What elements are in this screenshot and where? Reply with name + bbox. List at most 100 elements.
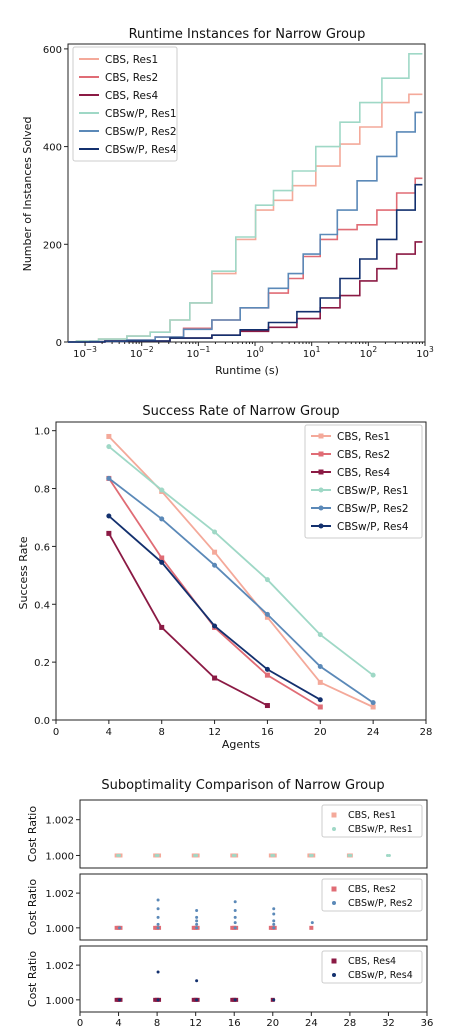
success-data-point bbox=[106, 444, 112, 450]
suboptimality-legend-frame bbox=[321, 950, 423, 984]
runtime-y-tick-label: 0 bbox=[56, 338, 62, 349]
success-x-tick-label: 0 bbox=[53, 727, 59, 738]
suboptimality-data-point bbox=[349, 853, 353, 857]
success-data-point bbox=[212, 675, 218, 681]
success-data-point bbox=[264, 666, 270, 672]
success-x-tick-label: 4 bbox=[106, 727, 112, 738]
success-data-point bbox=[212, 562, 218, 568]
success-legend-label: CBSw/P, Res1 bbox=[337, 485, 409, 497]
suboptimality-data-point bbox=[310, 853, 314, 857]
suboptimality-data-point bbox=[272, 919, 276, 923]
suboptimality-data-point bbox=[233, 926, 237, 930]
runtime-x-tick-label: 10−3 bbox=[73, 345, 97, 360]
runtime-legend-label: CBS, Res1 bbox=[105, 54, 158, 66]
runtime-plot-area bbox=[67, 43, 426, 343]
runtime-legend-label: CBS, Res4 bbox=[105, 90, 158, 102]
success-series-line-4 bbox=[108, 445, 374, 676]
suboptimality-axes-frame bbox=[79, 873, 428, 941]
runtime-x-tick-exponent: 0 bbox=[259, 345, 264, 354]
runtime-x-tick-exponent: −1 bbox=[199, 345, 210, 354]
success-x-tick-label: 12 bbox=[208, 727, 221, 738]
suboptimality-data-point bbox=[156, 853, 160, 857]
success-data-point bbox=[106, 433, 112, 439]
runtime-x-tick-base: 10 bbox=[303, 349, 316, 360]
success-data-point bbox=[106, 475, 112, 481]
success-legend-label: CBS, Res1 bbox=[337, 431, 390, 443]
success-x-tick-label: 8 bbox=[159, 727, 165, 738]
runtime-y-tick-label: 200 bbox=[43, 240, 62, 251]
success-data-point bbox=[370, 700, 376, 706]
success-data-point bbox=[159, 624, 165, 630]
success-data-point bbox=[370, 672, 376, 678]
suboptimality-data-point bbox=[156, 922, 160, 926]
suboptimality-legend-frame bbox=[321, 878, 423, 912]
suboptimality-data-point bbox=[272, 912, 276, 916]
success-chart-title: Success Rate of Narrow Group bbox=[142, 404, 339, 419]
success-data-point bbox=[370, 704, 376, 710]
runtime-series-line-4 bbox=[68, 53, 423, 343]
runtime-series-line-6 bbox=[68, 183, 423, 343]
runtime-legend-label: CBSw/P, Res2 bbox=[105, 126, 177, 138]
success-legend: CBS, Res1 CBS, Res2 CBS, Res4 CBSw/P, Res1 C… bbox=[304, 424, 423, 539]
suboptimality-panel-1: 1.000 1.002 Cost Ratio CBS, Res1 CBSw/P, Res… bbox=[26, 799, 428, 869]
suboptimality-data-point bbox=[233, 915, 237, 919]
runtime-x-tick-exponent: −3 bbox=[86, 345, 97, 354]
suboptimality-legend-marker bbox=[332, 973, 336, 977]
success-data-point bbox=[264, 614, 270, 620]
success-y-tick-label: 1.0 bbox=[34, 427, 50, 438]
suboptimality-data-point bbox=[195, 908, 199, 912]
success-data-point bbox=[317, 704, 323, 710]
success-x-tick-label: 28 bbox=[420, 727, 433, 738]
suboptimality-data-point bbox=[233, 853, 237, 857]
runtime-x-tick-label: 10−1 bbox=[186, 345, 210, 360]
suboptimality-data-point bbox=[156, 970, 160, 974]
suboptimality-x-tick-label: 20 bbox=[266, 1018, 279, 1026]
success-data-point bbox=[106, 513, 112, 519]
suboptimality-data-point bbox=[118, 853, 122, 857]
suboptimality-legend-label: CBSw/P, Res1 bbox=[348, 824, 413, 835]
success-data-point bbox=[317, 632, 323, 638]
success-y-tick-label: 0.4 bbox=[34, 600, 50, 611]
runtime-legend-label: CBSw/P, Res4 bbox=[105, 144, 177, 156]
suboptimality-data-point bbox=[387, 853, 391, 857]
runtime-x-ticks: 10−3 10−2 10−1 100 101 102 103 bbox=[73, 342, 434, 360]
suboptimality-data-point bbox=[233, 900, 237, 904]
success-legend-label: CBS, Res2 bbox=[337, 449, 390, 461]
runtime-x-tick-exponent: 3 bbox=[429, 345, 434, 354]
suboptimality-x-tick-label: 28 bbox=[344, 1018, 357, 1026]
suboptimality-data-point bbox=[156, 907, 160, 911]
suboptimality-legend-label: CBS, Res4 bbox=[348, 956, 396, 967]
success-data-point bbox=[317, 697, 323, 703]
suboptimality-y-tick-label: 1.002 bbox=[45, 889, 74, 900]
suboptimality-data-point bbox=[272, 922, 276, 926]
success-legend-label: CBS, Res4 bbox=[337, 467, 390, 479]
success-axes-frame bbox=[55, 421, 427, 721]
suboptimality-axes-frame bbox=[79, 799, 428, 869]
runtime-x-tick-base: 10 bbox=[360, 349, 373, 360]
suboptimality-legend-marker bbox=[331, 812, 337, 818]
suboptimality-legend-frame bbox=[321, 804, 423, 838]
success-data-point bbox=[159, 559, 165, 565]
suboptimality-legend-label: CBSw/P, Res4 bbox=[348, 970, 413, 981]
success-data-point bbox=[264, 611, 270, 617]
suboptimality-chart-title: Suboptimality Comparison of Narrow Group bbox=[101, 778, 384, 793]
runtime-y-tick-label: 400 bbox=[43, 143, 62, 154]
runtime-x-tick-base: 10 bbox=[416, 349, 429, 360]
suboptimality-y-tick-label: 1.002 bbox=[45, 961, 74, 972]
suboptimality-data-point bbox=[118, 998, 122, 1002]
suboptimality-data-point bbox=[233, 908, 237, 912]
suboptimality-x-tick-label: 16 bbox=[228, 1018, 241, 1026]
suboptimality-y-label: Cost Ratio bbox=[26, 951, 39, 1007]
suboptimality-data-point bbox=[156, 926, 160, 930]
success-legend-marker bbox=[318, 505, 324, 511]
suboptimality-y-tick-label: 1.002 bbox=[45, 816, 74, 827]
suboptimality-x-tick-label: 8 bbox=[154, 1018, 160, 1026]
success-data-point bbox=[159, 555, 165, 561]
success-y-label: Success Rate bbox=[17, 536, 30, 609]
suboptimality-data-point bbox=[195, 919, 199, 923]
success-x-tick-label: 20 bbox=[314, 727, 327, 738]
success-y-tick-label: 0.2 bbox=[34, 658, 50, 669]
success-legend-label: CBSw/P, Res2 bbox=[337, 503, 409, 515]
runtime-x-tick-label: 10−2 bbox=[130, 345, 154, 360]
